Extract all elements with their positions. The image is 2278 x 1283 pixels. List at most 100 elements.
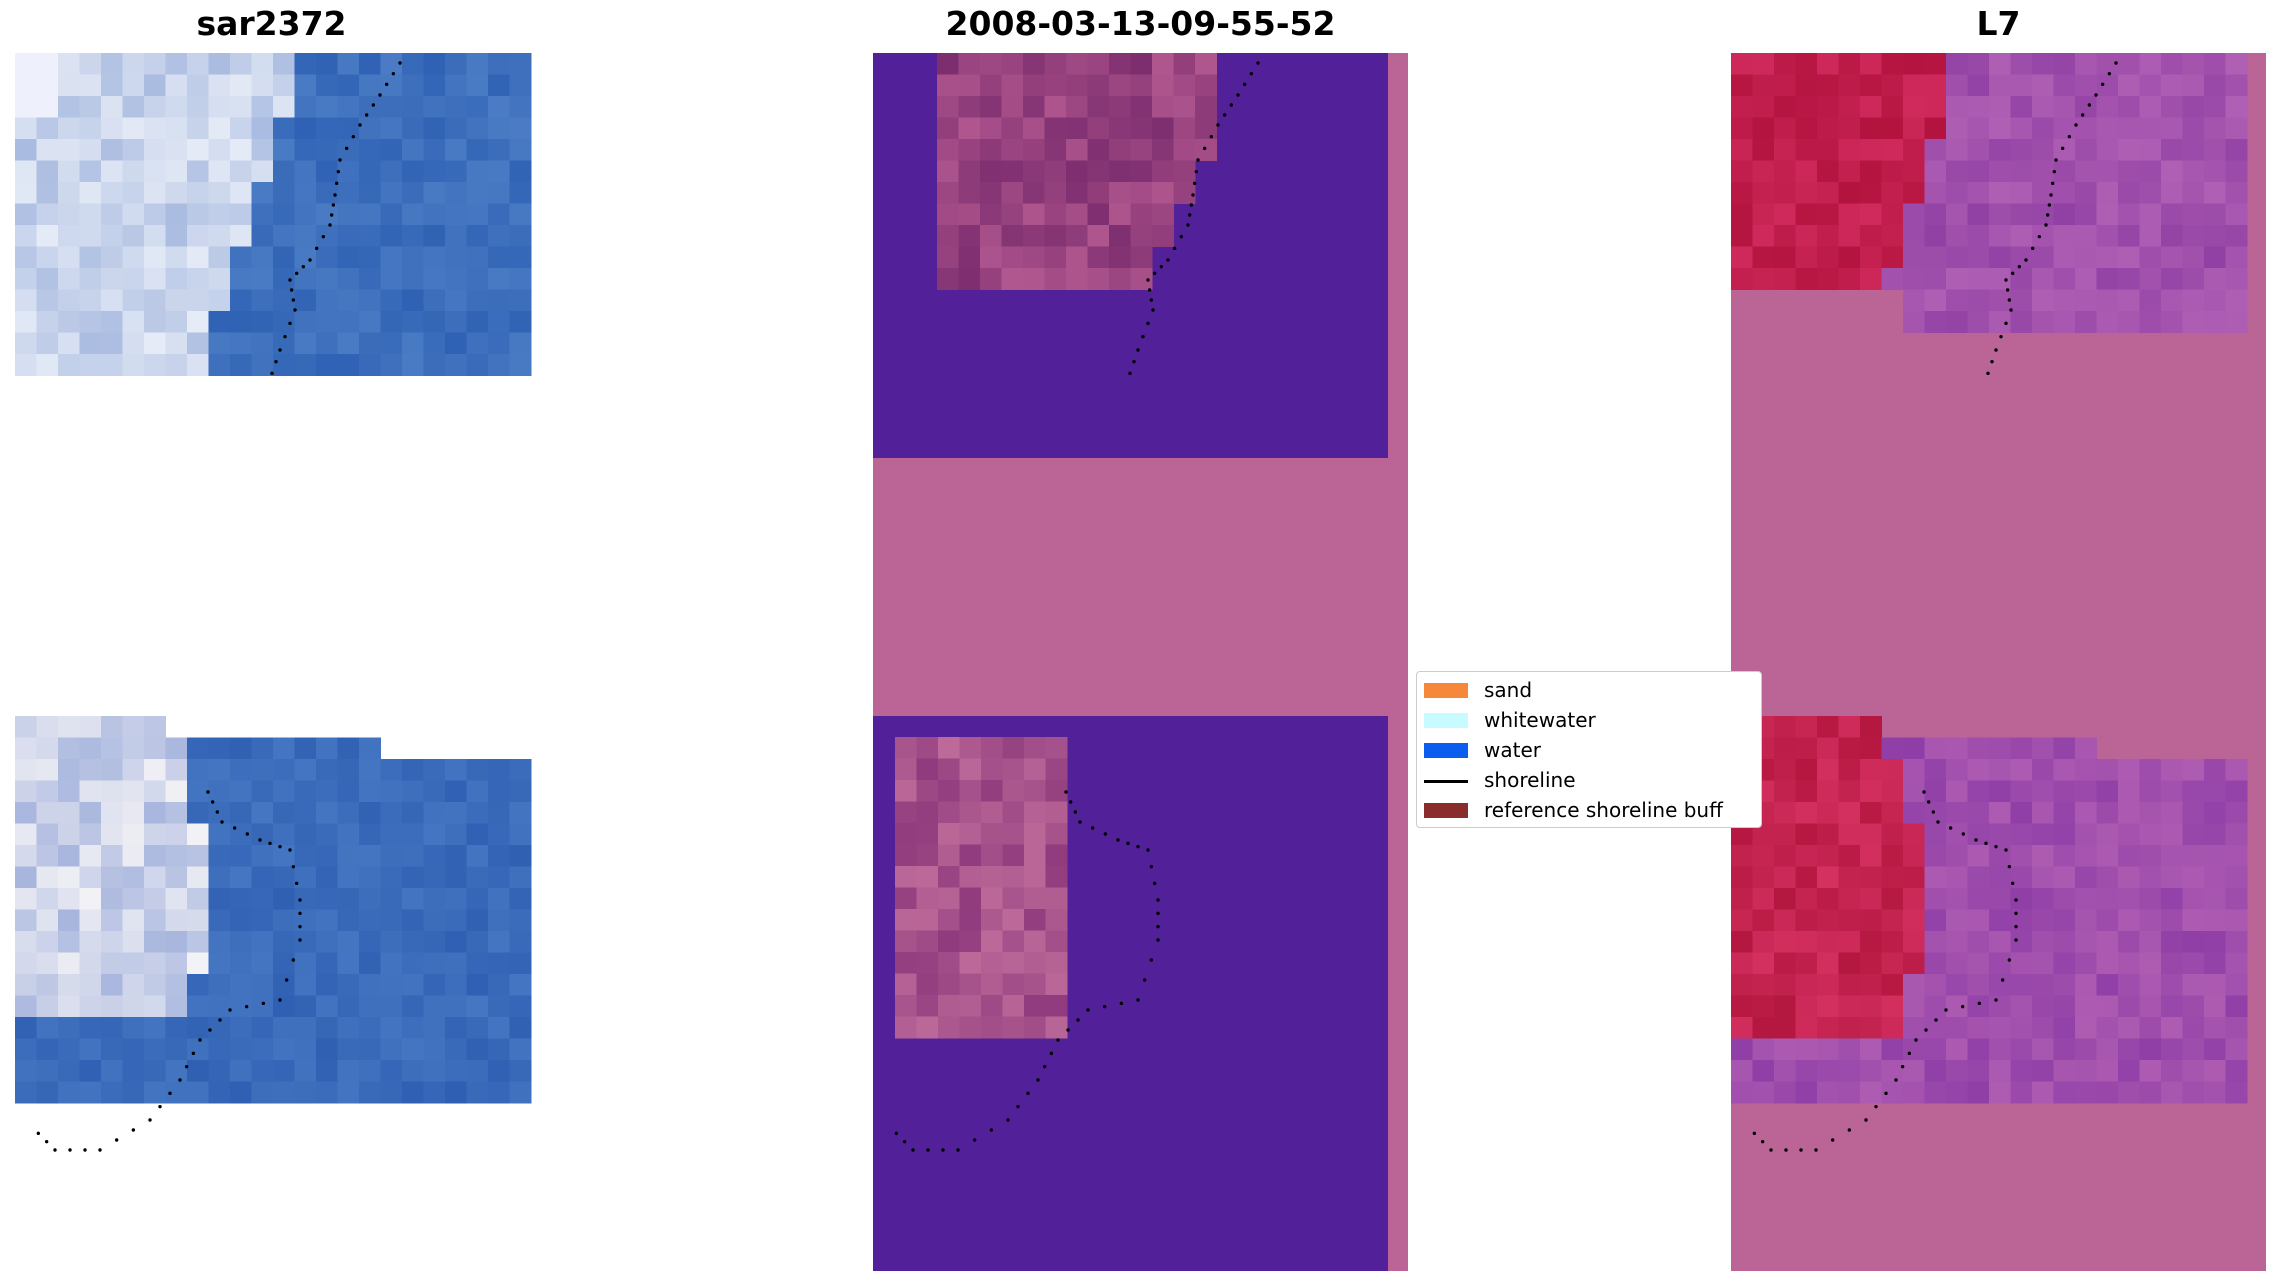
sand-pixel [981,823,1003,845]
sar-pixel [359,1017,381,1039]
index-pixel [2096,139,2119,161]
sand-pixel [959,930,982,953]
sar-pixel [79,354,102,376]
sar-pixel [58,802,80,824]
sar-pixel [15,802,37,824]
sar-pixel [230,888,252,910]
sar-pixel [466,888,489,910]
index-pixel [2225,866,2248,889]
index-pixel [2032,289,2054,312]
index-pixel [2139,952,2162,975]
sand-pixel [959,780,982,802]
shoreline-dot [2004,321,2008,326]
shoreline-dot [1136,998,1140,1002]
index-pixel [1860,268,1882,290]
sand-pixel [938,737,960,759]
index-pixel [2096,1017,2119,1039]
sar-pixel [58,74,80,97]
shoreline-dot [902,1139,907,1144]
sar-pixel [423,203,446,226]
sar-pixel [380,268,403,290]
index-pixel [1989,74,2011,97]
index-pixel [2118,909,2140,932]
sar-pixel [144,823,166,846]
sar-pixel [359,759,381,781]
index-pixel [2075,289,2097,312]
sand-pixel [1066,246,1088,269]
sar-pixel [36,845,59,867]
sar-pixel [79,289,102,312]
sar-pixel [316,268,338,290]
index-pixel [2161,866,2183,889]
sar-pixel [230,139,252,161]
sar-pixel [208,160,231,183]
shoreline-dot [2114,61,2118,65]
sar-pixel [294,759,317,781]
sar-pixel [58,182,80,204]
index-pixel [2075,268,2097,290]
sar-pixel [165,246,188,269]
sar-pixel [36,974,59,996]
index-pixel [2096,182,2119,204]
shoreline-dot [2000,978,2005,982]
index-pixel [1924,759,1947,781]
sar-pixel [144,74,166,97]
sand-pixel [916,1016,939,1039]
index-pixel [1924,1081,1947,1104]
sar-pixel [101,716,123,738]
index-pixel [2075,845,2097,867]
index-pixel [2182,246,2205,269]
sar-pixel [402,246,424,269]
shoreline-dot [1147,288,1152,292]
index-pixel [2204,117,2226,140]
index-pixel [2118,96,2140,118]
sar-pixel [273,354,295,376]
index-pixel [1989,952,2011,975]
shoreline-dot [1136,348,1140,352]
sar-pixel [402,909,424,932]
sand-pixel [1152,182,1174,204]
index-pixel [2010,974,2033,996]
index-pixel [2139,1081,2162,1104]
sand-pixel [1130,96,1153,118]
sar-pixel [294,268,317,290]
index-pixel [2161,780,2183,803]
sar-pixel [402,332,424,355]
sand-pixel [1045,1016,1068,1039]
sand-pixel [1002,844,1025,867]
index-pixel [1838,160,1861,183]
sand-pixel [938,844,960,867]
sar-pixel [230,96,252,118]
sar-pixel [144,53,166,75]
sar-pixel [79,182,102,204]
sar-pixel [144,139,166,161]
sar-pixel [337,268,360,290]
sar-pixel [165,952,188,975]
index-pixel [1860,888,1882,910]
index-pixel [2204,96,2226,118]
sand-pixel [1173,74,1196,97]
legend-item-reference-buffer: reference shoreline buff [1417,795,1761,825]
sar-pixel [402,225,424,247]
index-pixel [2032,931,2054,953]
sar-pixel [122,246,145,269]
sand-pixel [1044,96,1067,118]
index-pixel [1860,737,1882,760]
sar-pixel [15,716,37,738]
sar-pixel [251,888,274,910]
index-pixel [1967,931,1990,953]
sar-pixel [294,909,317,932]
shoreline-dot [1914,1038,1918,1042]
index-pixel [2096,1060,2119,1082]
sar-pixel [337,845,360,867]
index-pixel [1946,311,1968,333]
shoreline-dot [2014,924,2018,929]
index-pixel [1795,117,1818,140]
sar-pixel [273,203,295,226]
sar-pixel [101,909,123,932]
index-pixel [1795,74,1818,97]
index-pixel [1795,53,1818,75]
sand-pixel [1002,737,1025,759]
index-pixel [1903,311,1925,333]
sar-pixel [509,1081,532,1104]
